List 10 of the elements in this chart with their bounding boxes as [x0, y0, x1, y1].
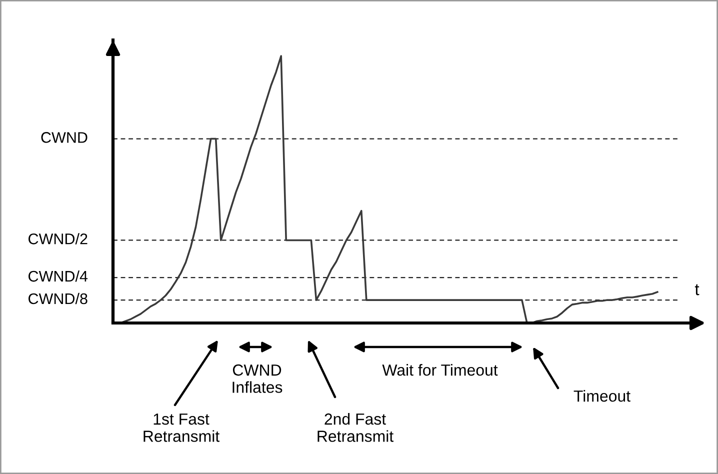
ref-line-label: CWND/4 — [28, 270, 88, 282]
ref-line-label: CWND/8 — [28, 292, 88, 304]
text: Timeout — [574, 390, 630, 402]
ref-line-label: CWND/2 — [28, 233, 88, 244]
text: CWND Inflates — [232, 364, 282, 393]
text: 1st Fast Retransmit — [144, 414, 220, 442]
text: Wait for Timeout — [382, 364, 498, 376]
x-axis-title: t — [694, 284, 700, 296]
text: 2nd Fast Retransmit — [318, 413, 394, 442]
ref-line-label: CWND — [41, 132, 88, 143]
